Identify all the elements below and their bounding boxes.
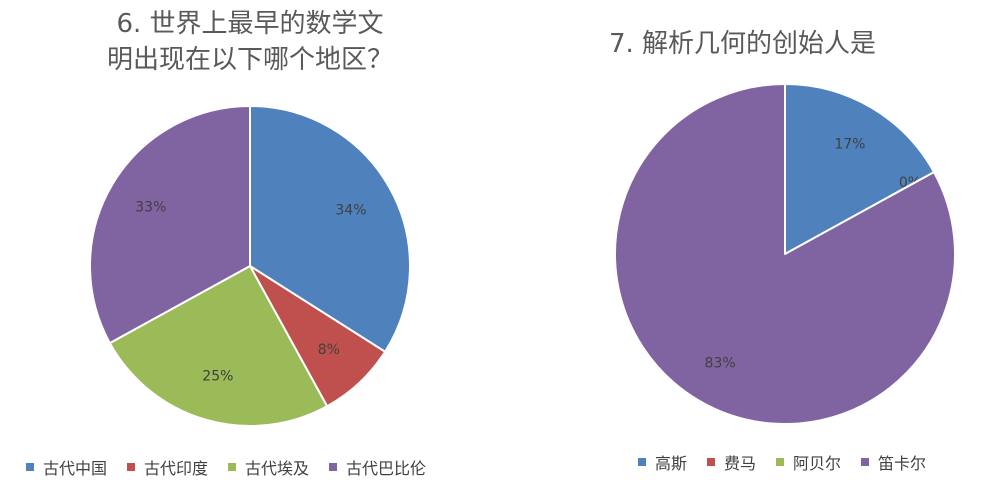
pie-slice xyxy=(784,83,935,255)
chart-title-line-1: 6. 世界上最早的数学文 xyxy=(116,9,384,39)
legend-item: 古代印度 xyxy=(127,455,208,479)
legend-item: 古代中国 xyxy=(26,455,107,479)
chart-title: 7. 解析几何的创始人是 xyxy=(530,26,955,62)
legend-label: 阿贝尔 xyxy=(793,454,842,473)
legend-swatch xyxy=(26,463,34,471)
legend-item: 阿贝尔 xyxy=(776,450,841,474)
legend-label: 古代印度 xyxy=(144,459,209,478)
legend-item: 高斯 xyxy=(638,450,687,474)
pie-data-label: 17% xyxy=(834,136,865,152)
legend-swatch xyxy=(776,458,785,466)
pie-slice xyxy=(108,265,329,427)
legend-swatch xyxy=(127,463,136,471)
chart-legend: 高斯 费马 阿贝尔 笛卡尔 xyxy=(638,450,946,474)
pie-data-label: 83% xyxy=(705,356,736,372)
chart-title-line-2: 明出现在以下哪个地区？ xyxy=(106,45,393,75)
pie-chart-svg: 34% 8% 25% 33% xyxy=(89,105,411,427)
legend-label: 笛卡尔 xyxy=(878,454,927,473)
legend-label: 高斯 xyxy=(655,454,688,473)
legend-item: 古代巴比伦 xyxy=(329,455,426,479)
legend-item: 笛卡尔 xyxy=(861,450,926,474)
pie-chart-svg: 17%0%83% xyxy=(614,83,956,425)
legend-label: 古代中国 xyxy=(43,459,108,478)
legend-swatch xyxy=(228,463,237,471)
legend-item: 费马 xyxy=(707,450,756,474)
chart-legend: 古代中国 古代印度 古代埃及 古代巴比伦 xyxy=(26,455,446,479)
legend-label: 古代巴比伦 xyxy=(346,459,427,478)
pie-slice xyxy=(89,105,251,345)
legend-swatch xyxy=(707,458,716,466)
chart-panel-analytic-geometry: 7. 解析几何的创始人是 17% 0% 83% 高斯 费马 阿贝尔 笛卡尔 xyxy=(500,0,985,491)
pie-data-label: 8% xyxy=(318,342,340,358)
pie-data-label: 33% xyxy=(135,199,166,215)
legend-swatch xyxy=(329,463,338,471)
legend-swatch xyxy=(861,458,870,466)
legend-label: 古代埃及 xyxy=(245,459,310,478)
pie-data-label: 34% xyxy=(335,203,366,219)
chart-panel-mathematics-origin: 6. 世界上最早的数学文 明出现在以下哪个地区？ 34% 8% 25% 33% 古代中… xyxy=(26,6,446,479)
pie-data-label: 25% xyxy=(202,369,233,385)
legend-label: 费马 xyxy=(724,454,757,473)
chart-title-line-1: 7. 解析几何的创始人是 xyxy=(608,29,877,59)
chart-title: 6. 世界上最早的数学文 明出现在以下哪个地区？ xyxy=(60,6,440,78)
legend-item: 古代埃及 xyxy=(228,455,309,479)
pie-slice xyxy=(614,83,956,425)
legend-swatch xyxy=(638,458,646,466)
